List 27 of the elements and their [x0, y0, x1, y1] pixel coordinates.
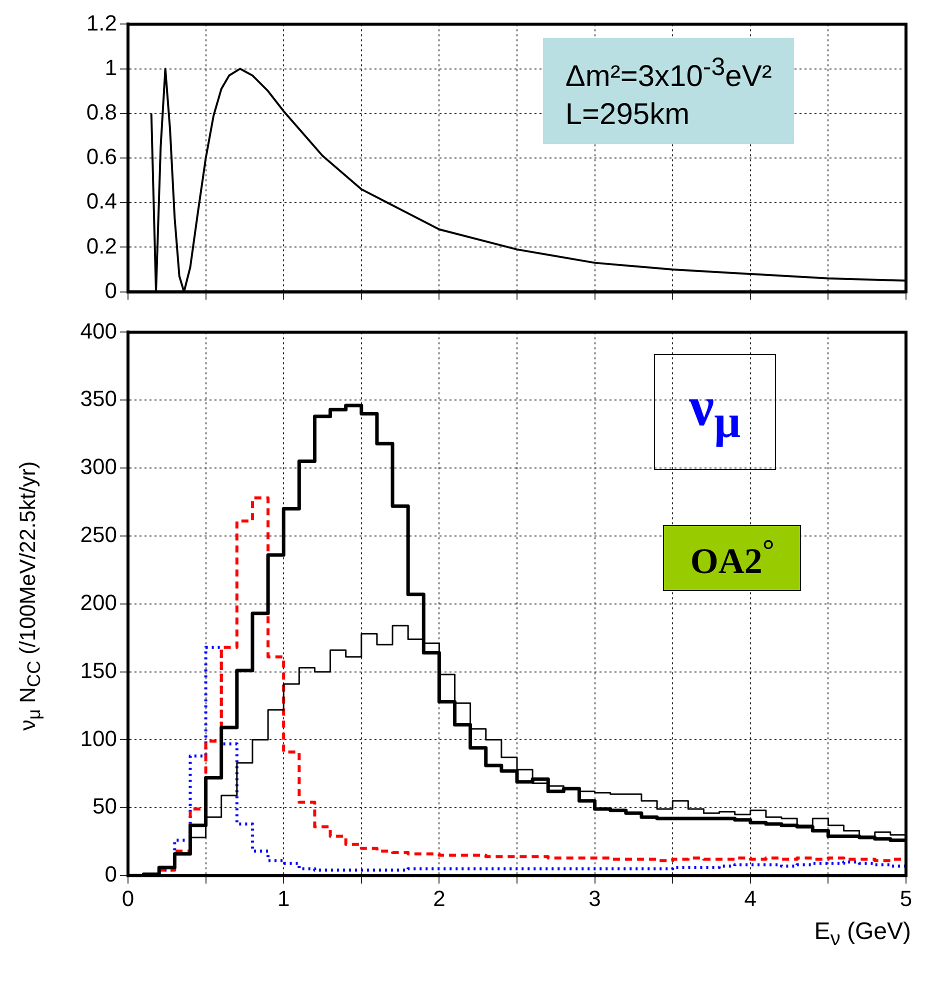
y-tick-label: 200 — [80, 590, 117, 615]
y-tick-label: 350 — [80, 386, 117, 412]
y-tick-label: 150 — [80, 658, 117, 683]
y-tick-label: 100 — [80, 726, 117, 751]
y-tick-label: 50 — [92, 794, 117, 819]
y-tick-label: 0.2 — [86, 233, 117, 258]
y-tick-label: 0.4 — [86, 188, 117, 214]
y-tick-label: 300 — [80, 454, 117, 480]
y-tick-label: 1 — [104, 54, 117, 80]
x-tick-label: 0 — [122, 886, 134, 911]
y-tick-label: 0 — [104, 278, 117, 303]
y-tick-label: 1.2 — [86, 10, 117, 36]
x-tick-label: 4 — [744, 886, 757, 911]
y-tick-label: 0 — [104, 862, 117, 887]
y-tick-label: 0.8 — [86, 99, 117, 124]
y-tick-label: 400 — [80, 318, 117, 344]
annotation: ν$_{μ}$ — [654, 354, 776, 470]
x-tick-label: 2 — [433, 886, 446, 911]
annotation: Δm²=3x10$^{-3}$eV² — [565, 52, 772, 95]
y-tick-label: 0.6 — [86, 144, 117, 170]
x-tick-label: 5 — [900, 886, 912, 911]
x-axis-title: E$_{ν}$ (GeV) — [813, 918, 912, 951]
y-tick-label: 250 — [80, 522, 117, 548]
x-tick-label: 3 — [588, 886, 601, 911]
x-tick-label: 1 — [277, 886, 290, 911]
annotation: L=295km — [565, 97, 691, 133]
annotation: OA2$^{°}$ — [663, 525, 802, 592]
